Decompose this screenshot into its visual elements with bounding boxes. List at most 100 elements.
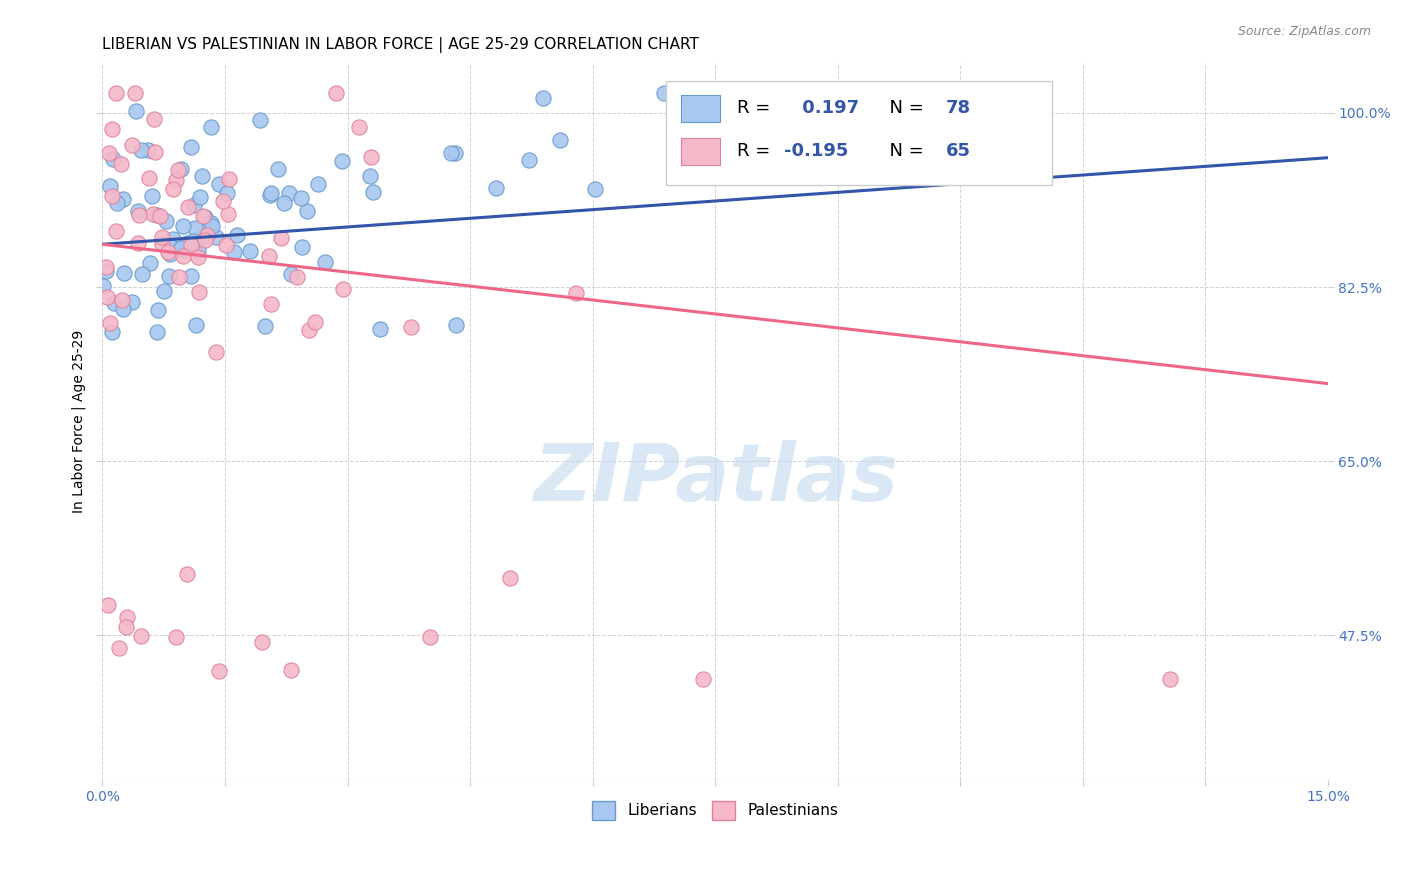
Point: [211, 194, 233, 209]
Point: [278, 186, 301, 201]
Point: [444, 146, 467, 161]
Point: [187, 244, 209, 258]
Point: [194, 211, 217, 225]
Point: [125, 103, 148, 118]
Point: [138, 170, 160, 185]
Point: [101, 189, 124, 203]
Point: [280, 267, 302, 281]
Point: [149, 209, 172, 223]
Point: [347, 120, 370, 135]
Point: [173, 243, 195, 257]
Point: [96, 260, 118, 275]
Point: [361, 185, 384, 199]
Point: [146, 302, 169, 317]
Point: [314, 254, 336, 268]
Point: [121, 295, 143, 310]
Point: [332, 282, 354, 296]
Point: [167, 269, 190, 284]
Point: [499, 571, 522, 585]
Point: [165, 173, 187, 187]
Point: [208, 664, 231, 678]
Point: [160, 240, 183, 254]
Text: 0.197: 0.197: [796, 99, 859, 118]
Text: N =: N =: [879, 143, 929, 161]
Point: [103, 152, 125, 166]
Point: [176, 567, 198, 582]
Point: [205, 230, 228, 244]
Point: [180, 238, 202, 252]
Point: [253, 318, 276, 333]
Point: [217, 186, 239, 200]
Point: [157, 269, 180, 284]
Point: [224, 245, 246, 260]
Point: [162, 232, 184, 246]
Point: [150, 230, 173, 244]
Text: LIBERIAN VS PALESTINIAN IN LABOR FORCE | AGE 25-29 CORRELATION CHART: LIBERIAN VS PALESTINIAN IN LABOR FORCE |…: [103, 37, 699, 54]
Point: [259, 187, 281, 202]
Point: [104, 86, 127, 100]
Point: [239, 244, 262, 259]
Point: [259, 297, 281, 311]
Point: [215, 237, 238, 252]
FancyBboxPatch shape: [666, 81, 1052, 185]
Point: [270, 231, 292, 245]
Point: [139, 256, 162, 270]
Point: [399, 319, 422, 334]
Point: [548, 133, 571, 147]
Point: [583, 182, 606, 196]
Point: [176, 235, 198, 250]
Point: [180, 268, 202, 283]
Point: [285, 269, 308, 284]
Point: [167, 163, 190, 178]
Point: [155, 214, 177, 228]
Point: [191, 209, 214, 223]
Point: [485, 180, 508, 194]
Bar: [681, 137, 720, 165]
Point: [368, 322, 391, 336]
Point: [181, 234, 204, 248]
Point: [105, 195, 128, 210]
Point: [129, 629, 152, 643]
Point: [145, 325, 167, 339]
Point: [127, 236, 149, 251]
Point: [295, 204, 318, 219]
Point: [419, 630, 441, 644]
Point: [249, 113, 271, 128]
Point: [128, 208, 150, 222]
Point: [131, 268, 153, 282]
Point: [201, 219, 224, 234]
Point: [96, 289, 118, 303]
Point: [266, 161, 288, 176]
Point: [91, 279, 114, 293]
Text: R =: R =: [737, 143, 776, 161]
Point: [260, 186, 283, 200]
Point: [112, 302, 135, 317]
Text: Source: ZipAtlas.com: Source: ZipAtlas.com: [1237, 25, 1371, 38]
Point: [156, 245, 179, 260]
Text: -0.195: -0.195: [783, 143, 848, 161]
Point: [186, 318, 208, 332]
Point: [165, 630, 187, 644]
Point: [183, 197, 205, 211]
Point: [304, 315, 326, 329]
Point: [143, 145, 166, 160]
Point: [141, 207, 163, 221]
Point: [129, 143, 152, 157]
Point: [290, 240, 312, 254]
Point: [127, 204, 149, 219]
Point: [208, 178, 231, 192]
Point: [111, 293, 134, 307]
Point: [1159, 672, 1181, 686]
Point: [190, 169, 212, 184]
Text: R =: R =: [737, 99, 776, 118]
Point: [101, 325, 124, 339]
Text: N =: N =: [879, 99, 929, 118]
Point: [103, 296, 125, 310]
Point: [194, 234, 217, 248]
Point: [325, 86, 347, 100]
Point: [307, 177, 329, 191]
Point: [94, 264, 117, 278]
Point: [108, 640, 131, 655]
Point: [117, 610, 139, 624]
Point: [112, 266, 135, 280]
